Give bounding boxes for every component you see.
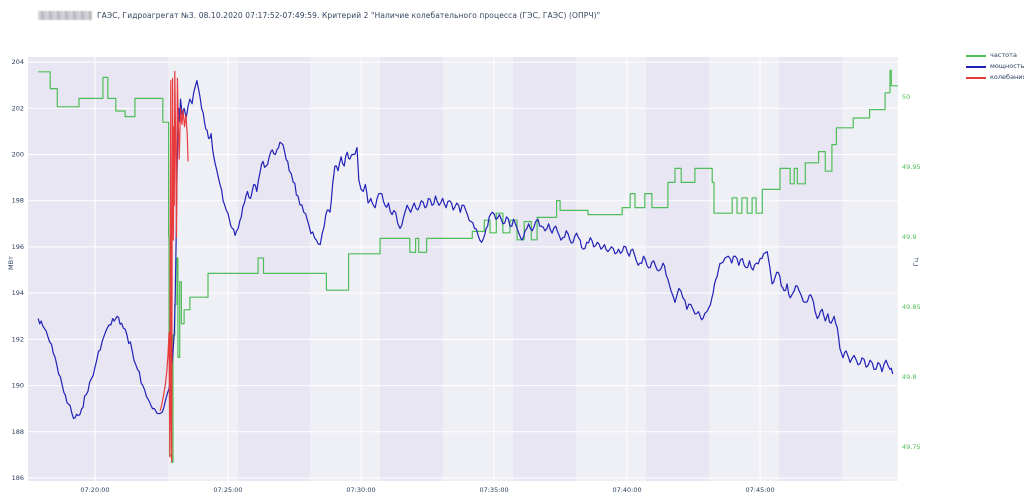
y-left-tick-label: 196	[12, 243, 24, 251]
x-tick-label: 07:25:00	[213, 486, 242, 494]
y-right-tick-label: 49.95	[902, 163, 921, 171]
y-right-tick-label: 49.85	[902, 303, 921, 311]
y-left-tick-label: 202	[12, 104, 24, 112]
y-right-tick-label: 49.9	[902, 233, 916, 241]
chart-title: ГАЭС, Гидроагрегат №3. 08.10.2020 07:17:…	[38, 11, 600, 20]
y-left-tick-label: 188	[12, 428, 24, 436]
chart-title-text: ГАЭС, Гидроагрегат №3. 08.10.2020 07:17:…	[97, 11, 601, 20]
x-tick-label: 07:20:00	[80, 486, 109, 494]
legend-item-label: мощность	[990, 62, 1024, 71]
legend-swatch-frequency	[966, 54, 986, 57]
shading-band	[443, 57, 514, 481]
series-line-oscillations	[159, 70, 189, 463]
y-left-tick-label: 194	[12, 289, 24, 297]
x-tick-label: 07:30:00	[346, 486, 375, 494]
y-left-tick-label: 204	[12, 58, 24, 66]
shading-band	[576, 57, 647, 481]
shading-band	[842, 57, 898, 481]
redacted-station-name	[38, 11, 92, 20]
y-right-axis-title: Гц	[912, 257, 920, 267]
y-left-tick-label: 200	[12, 151, 24, 159]
x-tick-label: 07:40:00	[612, 486, 641, 494]
legend-item-oscillations[interactable]: колебания	[966, 72, 1024, 83]
y-left-tick-label: 190	[12, 382, 24, 390]
shading-band	[310, 57, 381, 481]
y-left-axis-title: МВт	[7, 256, 15, 270]
legend: частота мощность колебания	[966, 50, 1024, 83]
legend-item-frequency[interactable]: частота	[966, 50, 1024, 61]
y-left-tick-label: 198	[12, 197, 24, 205]
legend-item-label: частота	[990, 51, 1017, 60]
legend-swatch-oscillations	[966, 76, 986, 79]
y-right-tick-label: 50	[902, 93, 910, 101]
shading-band	[709, 57, 780, 481]
y-left-tick-label: 192	[12, 335, 24, 343]
series-layer	[37, 69, 898, 463]
y-right-tick-label: 49.8	[902, 373, 916, 381]
legend-swatch-power	[966, 65, 986, 68]
x-tick-label: 07:45:00	[745, 486, 774, 494]
legend-item-power[interactable]: мощность	[966, 61, 1024, 72]
x-tick-label: 07:35:00	[479, 486, 508, 494]
y-left-tick-label: 186	[12, 474, 24, 482]
legend-item-label: колебания	[990, 73, 1024, 82]
y-right-tick-label: 49.75	[902, 443, 921, 451]
